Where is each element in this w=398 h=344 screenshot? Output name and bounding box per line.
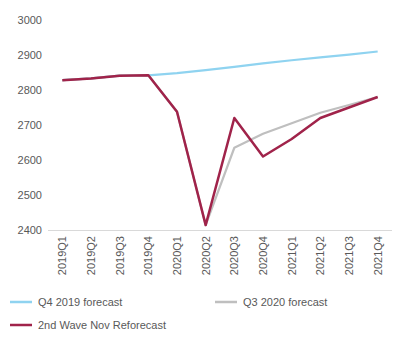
chart: 2400 2500 2600 2700 2800 2900 3000 2019Q1 2019Q2…	[0, 0, 398, 344]
series-line	[62, 75, 377, 225]
x-tick-label: 2021Q4	[372, 236, 384, 275]
x-tick-label: 2021Q3	[343, 236, 355, 275]
x-tick-label: 2019Q1	[56, 236, 68, 275]
x-axis	[48, 230, 392, 231]
x-tick-label: 2021Q2	[314, 236, 326, 275]
legend-label: Q3 2020 forecast	[243, 296, 327, 308]
legend-swatch	[10, 324, 32, 327]
y-tick-label: 2400	[18, 224, 42, 236]
y-tick-label: 3000	[18, 14, 42, 26]
legend-label: Q4 2019 forecast	[38, 296, 122, 308]
y-tick-label: 2900	[18, 49, 42, 61]
y-tick-label: 2500	[18, 189, 42, 201]
legend-swatch	[10, 301, 32, 304]
y-tick-label: 2700	[18, 119, 42, 131]
x-tick-label: 2020Q3	[228, 236, 240, 275]
y-tick-label: 2600	[18, 154, 42, 166]
x-tick-label: 2019Q3	[114, 236, 126, 275]
x-tick-label: 2019Q2	[85, 236, 97, 275]
y-tick-label: 2800	[18, 84, 42, 96]
x-tick-label: 2021Q1	[286, 236, 298, 275]
x-tick-label: 2020Q4	[257, 236, 269, 275]
plot-area	[62, 52, 377, 226]
series-line	[62, 75, 377, 225]
x-tick-label: 2020Q2	[200, 236, 212, 275]
legend-label: 2nd Wave Nov Reforecast	[38, 319, 166, 331]
x-tick-label: 2020Q1	[171, 236, 183, 275]
x-tick-label: 2019Q4	[142, 236, 154, 275]
legend-swatch	[215, 301, 237, 304]
